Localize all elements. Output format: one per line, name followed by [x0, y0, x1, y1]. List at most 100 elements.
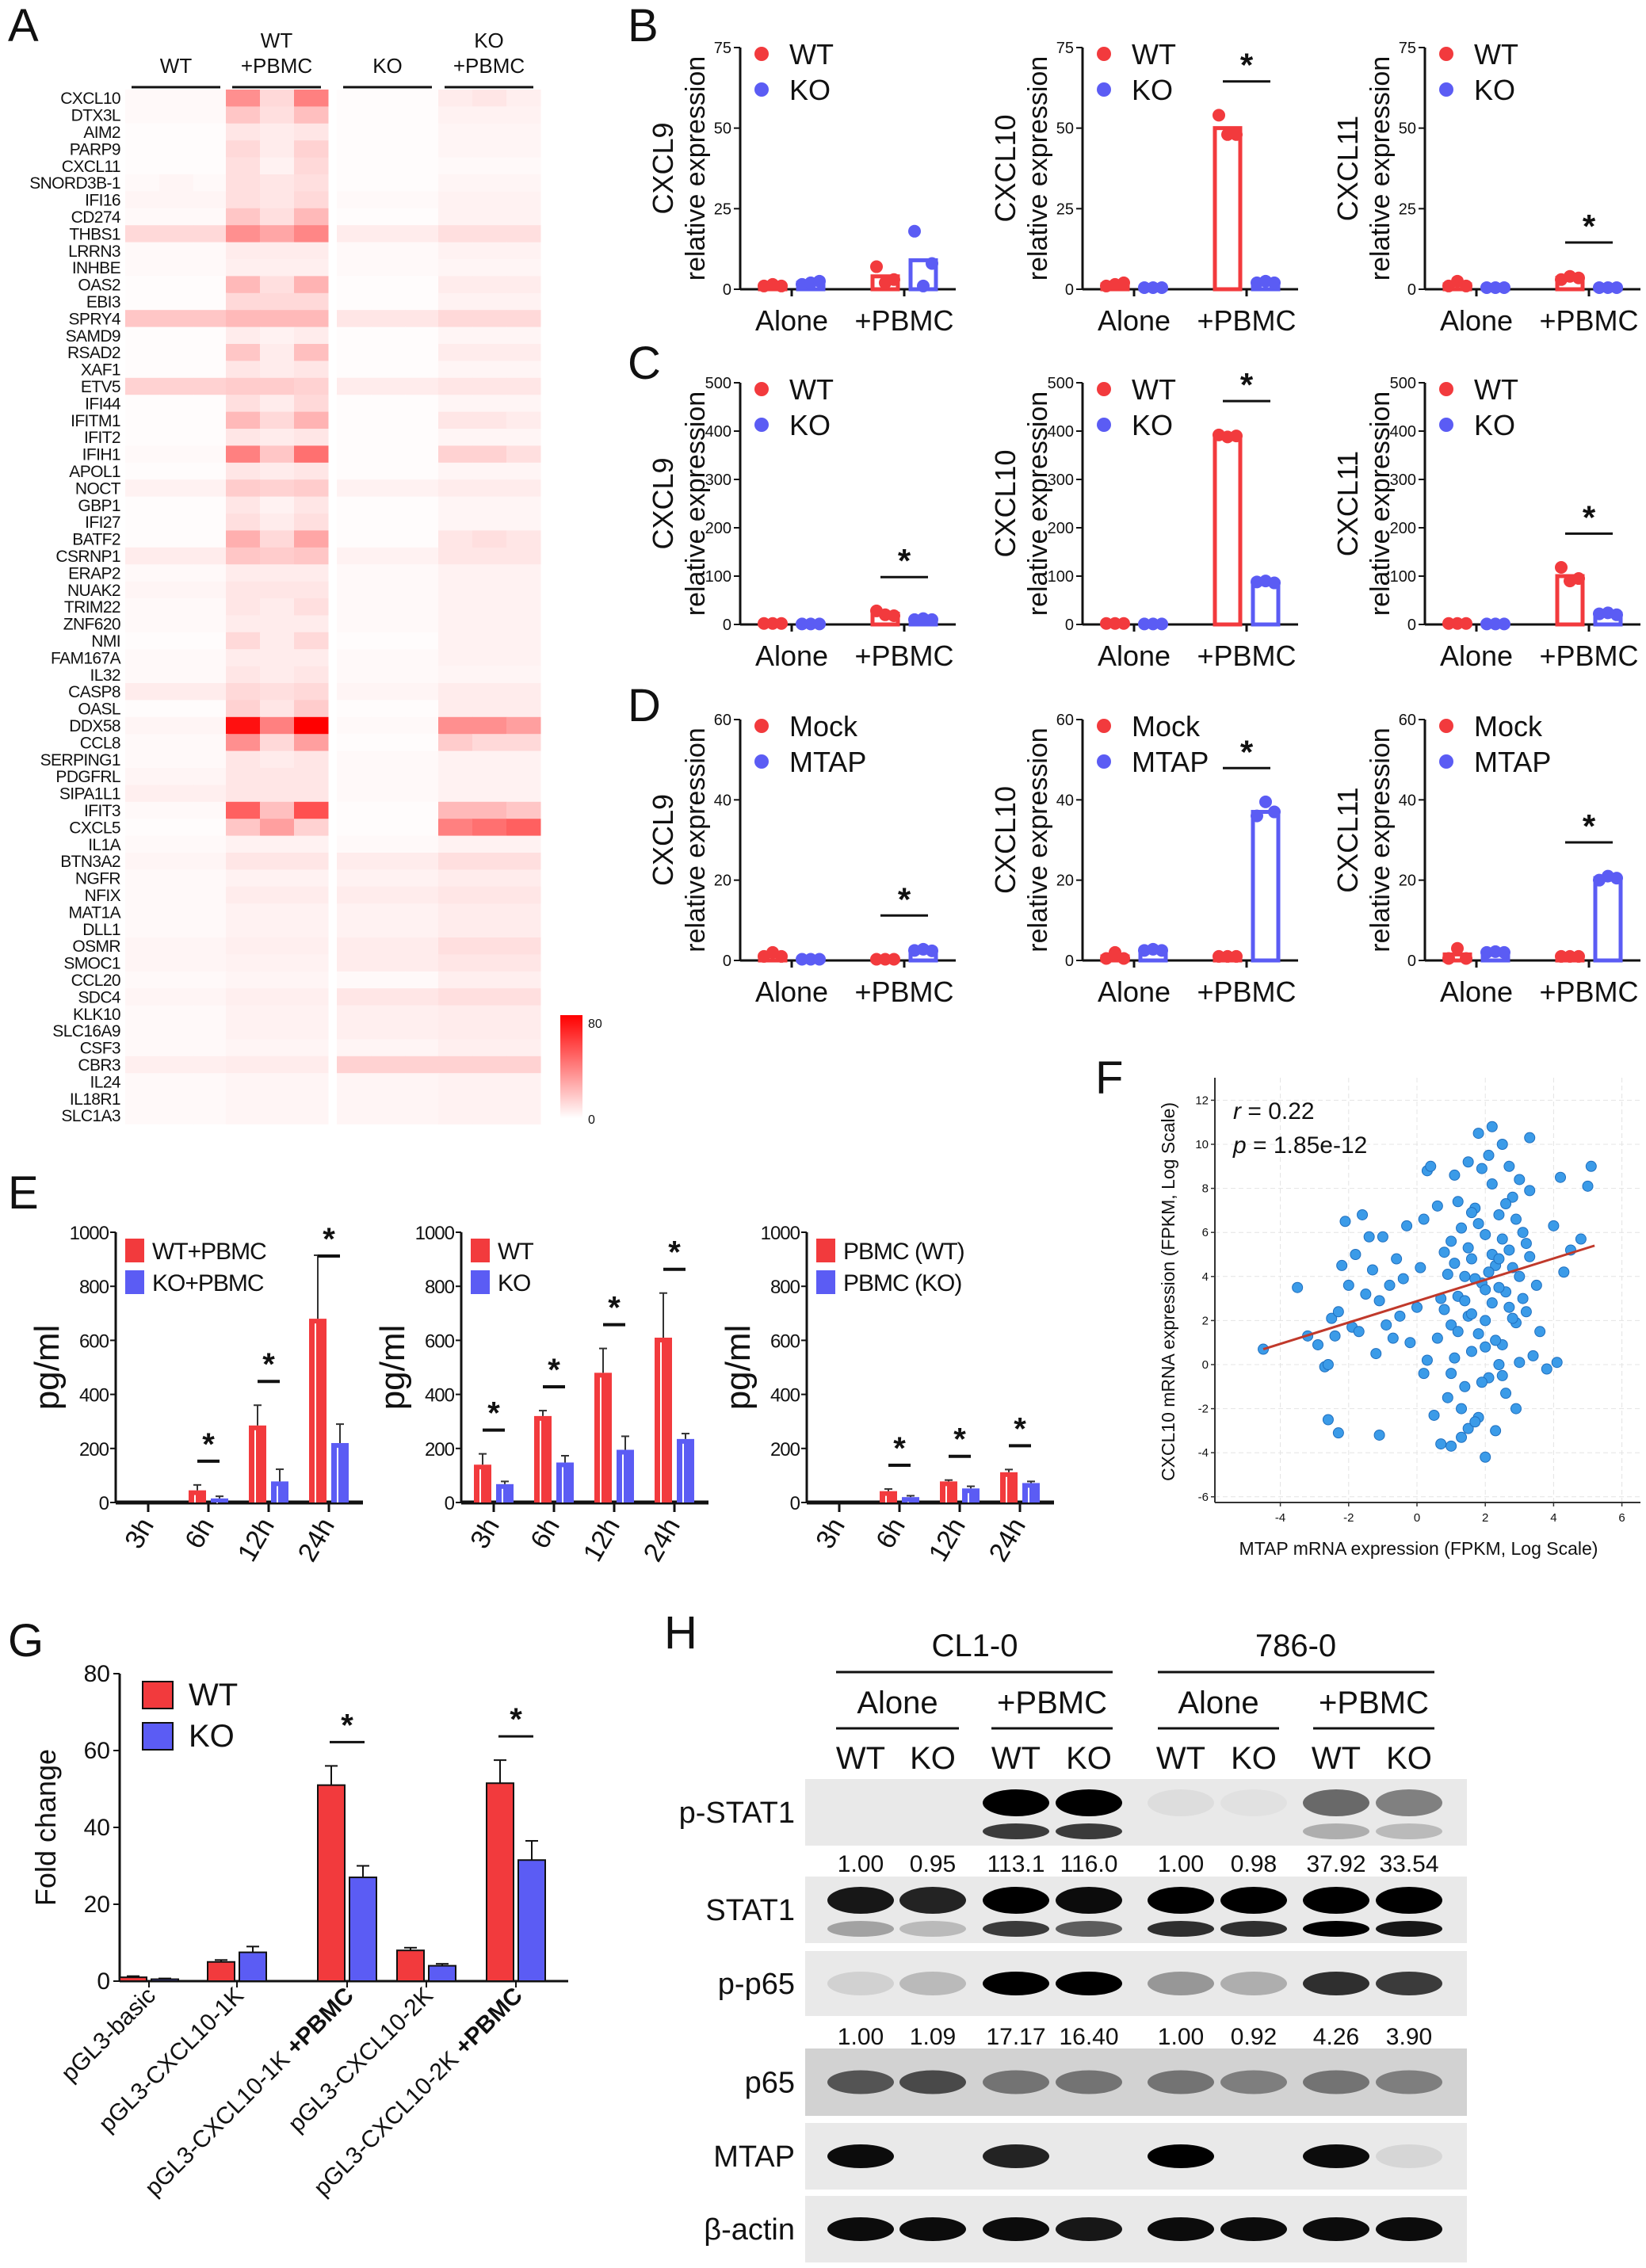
heatmap-cell	[226, 361, 261, 379]
heatmap-cell	[193, 377, 228, 395]
heatmap-group-label: WT	[160, 54, 193, 78]
heatmap-cell	[472, 90, 507, 107]
heatmap-cell	[506, 835, 541, 853]
bar	[211, 1498, 228, 1502]
scatter-point	[1397, 1273, 1409, 1285]
heatmap-cell	[193, 615, 228, 633]
heatmap-cell	[260, 462, 295, 480]
blot-band	[983, 2217, 1049, 2241]
heatmap-cell	[371, 479, 406, 498]
significance-star: *	[1583, 808, 1596, 845]
heatmap-cell	[438, 937, 473, 955]
significance-star: *	[953, 1422, 966, 1457]
heatmap-cell	[405, 140, 440, 158]
heatmap-cell	[193, 598, 228, 616]
heatmap-cell	[405, 174, 440, 192]
heatmap-gene-label: ZNF620	[63, 616, 120, 634]
scatter-point	[1415, 1262, 1426, 1273]
heatmap-cell	[260, 292, 295, 311]
heatmap-cell	[337, 869, 372, 888]
legend-label: WT	[1132, 38, 1176, 71]
scatter-point	[1456, 1431, 1468, 1443]
heatmap-cell	[337, 326, 372, 345]
heatmap-cell	[294, 140, 329, 158]
data-point	[1268, 276, 1281, 289]
legend-dot	[754, 47, 769, 61]
y-tick-label: 1000	[70, 1223, 109, 1244]
scatter-point	[1465, 1346, 1477, 1357]
heatmap-cell	[337, 581, 372, 599]
heatmap-cell	[506, 801, 541, 819]
blot-band	[1148, 1921, 1214, 1937]
heatmap-cell	[337, 208, 372, 226]
heatmap-cell	[193, 683, 228, 701]
data-point	[1259, 795, 1272, 808]
heatmap-cell	[125, 564, 160, 582]
heatmap-cell	[125, 819, 160, 837]
heatmap-cell	[159, 615, 194, 633]
heatmap-cell	[159, 1022, 194, 1040]
heatmap-cell	[371, 276, 406, 294]
heatmap-cell	[337, 310, 372, 328]
y-tick-label: 40	[1056, 792, 1074, 809]
band-quantification: 33.54	[1379, 1851, 1438, 1877]
y-tick-label: 75	[714, 40, 731, 57]
heatmap-cell	[438, 853, 473, 870]
heatmap-gene-label: IL1A	[88, 836, 120, 854]
y-tick-label: 40	[1399, 792, 1416, 809]
scatter-point	[1558, 1266, 1570, 1278]
legend-swatch	[125, 1270, 144, 1294]
heatmap-cell	[260, 174, 295, 192]
heatmap-cell	[159, 174, 194, 192]
heatmap-cell	[438, 1090, 473, 1108]
heatmap-cell	[405, 632, 440, 650]
scatter-point	[1446, 1368, 1457, 1380]
scatter-point	[1490, 1334, 1502, 1346]
y-tick-label: 75	[1399, 40, 1416, 57]
legend-dot	[1439, 754, 1453, 769]
x-tick-label: +PBMC	[1197, 304, 1296, 337]
heatmap-cell	[438, 1022, 473, 1040]
heatmap-cell	[226, 514, 261, 531]
bar	[474, 1464, 491, 1502]
heatmap-cell	[159, 716, 194, 735]
heatmap-cell	[438, 734, 473, 752]
data-point	[1155, 944, 1168, 957]
heatmap-cell	[438, 395, 473, 413]
legend-label: KO	[1474, 74, 1515, 106]
legend-label: KO	[1474, 409, 1515, 441]
heatmap-cell	[405, 666, 440, 684]
heatmap-cell	[506, 734, 541, 752]
heatmap-cell	[337, 615, 372, 633]
data-point	[888, 953, 900, 966]
heatmap-cell	[438, 445, 473, 464]
heatmap-cell	[159, 191, 194, 209]
heatmap-cell	[371, 632, 406, 650]
scatter-point	[1472, 1218, 1484, 1230]
heatmap-cell	[226, 1005, 261, 1023]
heatmap-cell	[260, 514, 295, 531]
heatmap-cell	[506, 140, 541, 158]
heatmap-cell	[405, 683, 440, 701]
scatter-point	[1404, 1337, 1416, 1349]
heatmap-cell	[294, 716, 329, 735]
heatmap-cell	[337, 292, 372, 311]
data-point	[1498, 617, 1510, 631]
heatmap-cell	[260, 208, 295, 226]
scatter-point	[1459, 1295, 1471, 1307]
y-tick-label: 50	[1399, 120, 1416, 138]
heatmap-cell	[438, 479, 473, 498]
heatmap-cell	[405, 292, 440, 311]
scatter-point	[1500, 1198, 1512, 1210]
heatmap-cell	[125, 174, 160, 192]
heatmap-cell	[125, 1039, 160, 1057]
heatmap-cell	[294, 1022, 329, 1040]
heatmap-cell	[337, 225, 372, 243]
heatmap-cell	[260, 361, 295, 379]
y-tick-label: 400	[1048, 423, 1074, 441]
heatmap-gene-label: OASL	[78, 701, 120, 719]
scatter-point	[1462, 1422, 1474, 1434]
y-axis-label-2: relative expression	[1023, 391, 1053, 616]
heatmap-cell	[506, 445, 541, 464]
heatmap-cell	[125, 259, 160, 277]
